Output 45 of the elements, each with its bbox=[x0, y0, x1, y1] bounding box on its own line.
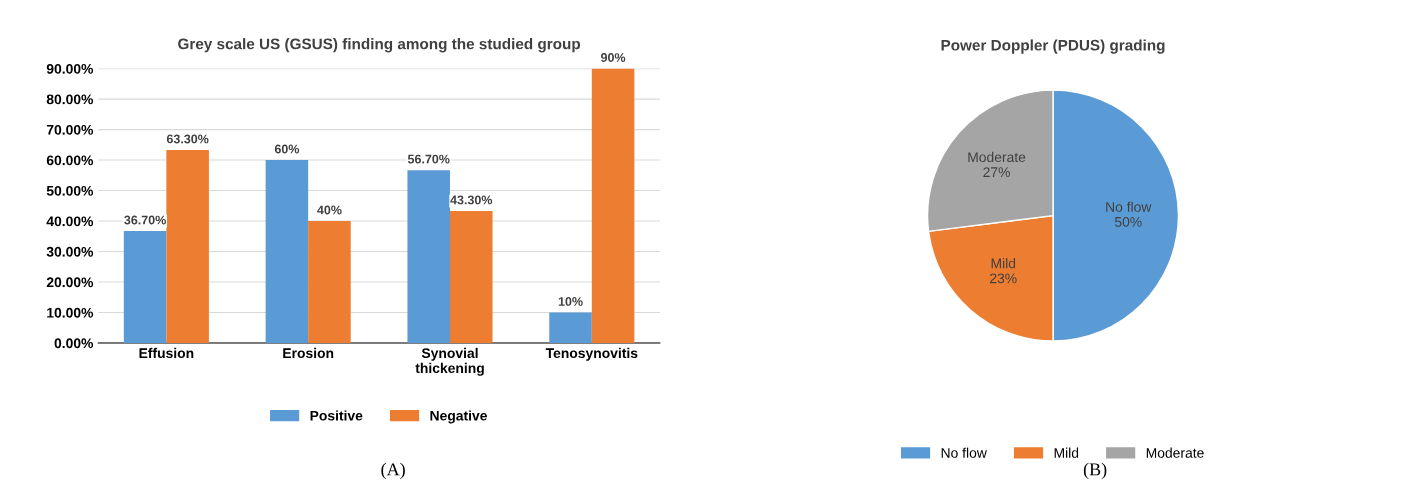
legend-label: Mild bbox=[1054, 447, 1079, 458]
y-tick-label: 40.00% bbox=[46, 216, 94, 227]
data-label: 63.30% bbox=[166, 134, 209, 144]
y-tick-label: 60.00% bbox=[46, 155, 94, 166]
bar bbox=[549, 312, 592, 343]
bar bbox=[407, 170, 450, 343]
legend-label: Moderate bbox=[1146, 447, 1204, 458]
legend-label: Negative bbox=[430, 410, 487, 424]
bar bbox=[591, 68, 635, 343]
bar bbox=[123, 231, 167, 343]
bar bbox=[265, 160, 309, 343]
bar bbox=[449, 210, 493, 343]
data-label: 43.30% bbox=[450, 195, 493, 205]
data-label: 60% bbox=[274, 144, 300, 154]
y-tick-label: 70.00% bbox=[46, 124, 94, 135]
legend-label: No flow bbox=[941, 447, 987, 458]
data-label: 56.70% bbox=[407, 154, 450, 164]
x-tick-label: Synovial thickening bbox=[415, 347, 484, 376]
data-label: 23% bbox=[990, 273, 1017, 284]
y-tick-label: 80.00% bbox=[46, 94, 94, 105]
data-label: 90% bbox=[601, 53, 626, 62]
chart-title: Power Doppler (PDUS) grading bbox=[941, 39, 1165, 54]
data-label: 10% bbox=[558, 297, 583, 306]
data-label: 36.70% bbox=[124, 215, 166, 225]
y-tick-label: 0.00% bbox=[54, 338, 94, 349]
x-tick-label: Tenosynovitis bbox=[545, 347, 638, 361]
x-tick-label: Effusion bbox=[139, 347, 194, 359]
slice-label: No flow bbox=[1106, 201, 1152, 212]
bar bbox=[166, 150, 209, 343]
data-label: 40% bbox=[317, 205, 342, 215]
y-tick-label: 50.00% bbox=[46, 185, 94, 196]
y-tick-label: 90.00% bbox=[46, 63, 94, 74]
chart-title: Grey scale US (GSUS) finding among the studied group bbox=[178, 38, 581, 53]
y-tick-label: 10.00% bbox=[47, 307, 94, 318]
data-label: 50% bbox=[1114, 216, 1142, 227]
slice-label: Mild bbox=[991, 258, 1016, 269]
y-tick-label: 30.00% bbox=[46, 246, 94, 257]
slice-label: Moderate bbox=[968, 151, 1026, 163]
legend-label: Positive bbox=[310, 410, 363, 421]
text: (A) bbox=[381, 462, 405, 480]
x-tick-label: Erosion bbox=[283, 347, 334, 359]
y-tick-label: 20.00% bbox=[46, 277, 94, 288]
text: (B) bbox=[1083, 462, 1107, 480]
data-label: 27% bbox=[983, 167, 1010, 177]
bar bbox=[308, 221, 351, 343]
